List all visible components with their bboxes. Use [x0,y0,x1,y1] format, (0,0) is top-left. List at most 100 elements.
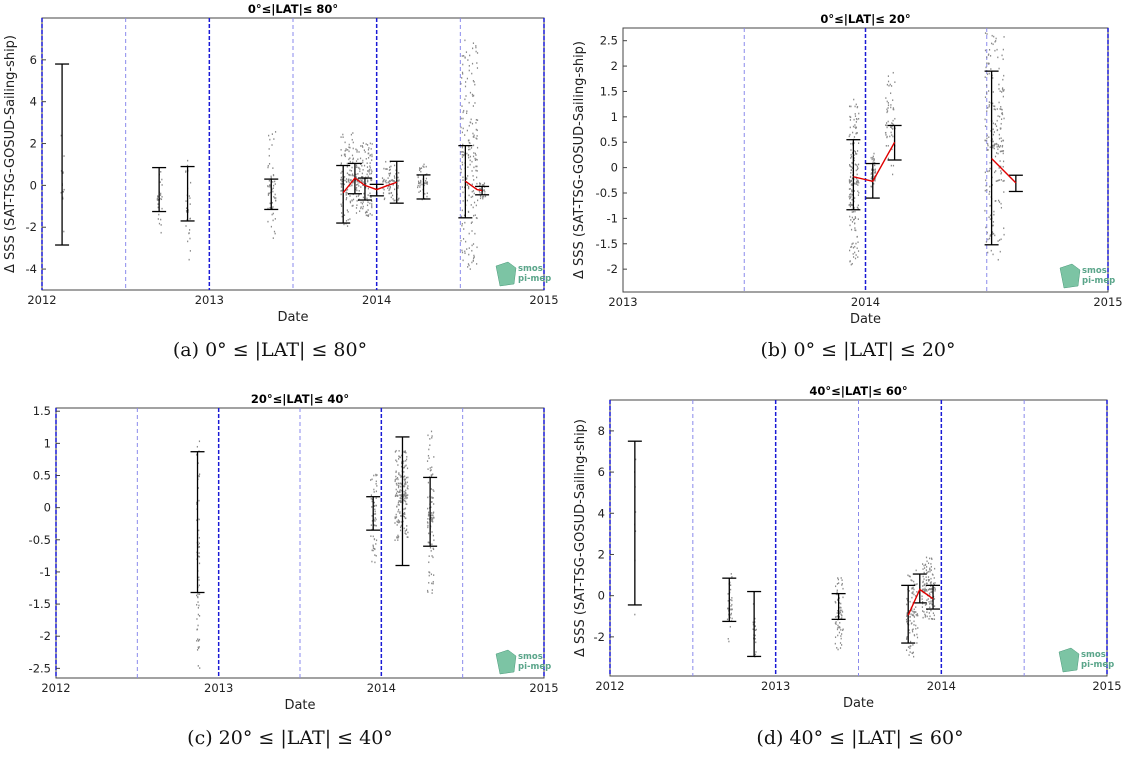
data-point [348,181,350,184]
data-point [351,205,353,207]
data-point [468,247,470,249]
data-point [421,183,423,186]
data-point [343,183,345,186]
data-point [399,529,402,532]
data-point [271,213,273,216]
data-point [394,539,396,542]
data-point [934,588,936,591]
data-point [186,164,189,167]
data-point [912,592,914,595]
data-point [836,593,838,596]
data-point [476,146,479,149]
data-point [160,192,162,195]
data-point [913,620,915,623]
data-point [834,642,836,645]
data-point [476,135,478,137]
data-point [989,234,992,236]
data-point [468,101,470,104]
data-point [906,637,908,640]
data-point [839,621,841,624]
data-point [835,621,837,623]
data-point [461,224,463,227]
data-point [418,191,420,194]
data-point [420,167,423,169]
data-point [467,263,470,265]
data-point [479,195,482,197]
data-point [472,42,475,45]
data-point [157,203,159,205]
y-tick-label: 2.5 [600,34,618,48]
data-point [351,154,354,157]
data-point [469,159,471,162]
data-point [188,229,191,231]
data-point [371,159,373,161]
data-point [198,638,201,641]
y-tick-label: 4 [30,95,37,109]
data-point [922,610,924,612]
data-point [855,169,857,172]
data-point [374,508,376,511]
data-point [872,156,874,159]
data-point [1001,113,1004,116]
data-point [479,191,481,194]
data-point [849,201,852,204]
x-tick-label: 2013 [761,679,790,693]
data-point [993,105,995,107]
data-point [894,81,896,83]
data-point [892,173,894,176]
data-point [397,199,399,201]
data-point [984,125,987,127]
x-tick-label: 2012 [595,679,624,693]
data-point [754,625,756,627]
caption-b: (b) 0° ≤ |LAT| ≤ 20° [760,339,956,361]
data-point [855,152,857,155]
data-point [872,161,874,164]
data-point [346,209,348,211]
data-point [934,567,936,570]
data-point [837,624,839,627]
data-point [909,645,911,648]
data-point [345,148,347,150]
data-point [397,185,399,187]
data-point [431,582,433,585]
data-point [375,504,377,507]
data-point [346,165,348,168]
data-point [471,72,473,75]
data-point [349,179,352,182]
data-point [856,247,858,250]
data-point [350,133,353,136]
data-point [403,508,405,510]
data-point [403,512,406,514]
data-point [1000,178,1002,181]
data-point [395,459,397,462]
chart-title: 0°≤|LAT|≤ 80° [248,2,338,16]
data-point [159,197,161,200]
data-point [857,241,859,244]
data-point [432,548,435,551]
data-point [374,561,376,564]
data-point [482,197,484,200]
data-point [472,135,474,138]
data-point [60,191,62,194]
data-point [1002,58,1004,61]
data-point [198,440,201,443]
data-point [473,94,475,97]
data-point [197,596,199,599]
data-point [396,490,399,493]
data-point [857,208,859,210]
data-point [462,154,465,157]
data-point [473,179,475,181]
data-point [930,581,932,583]
data-point [849,193,851,196]
data-point [729,625,731,628]
logo-text-line1: smos [518,264,543,274]
data-point [383,188,385,191]
data-point [849,205,851,208]
data-point [188,195,190,197]
data-point [911,629,913,631]
data-point [400,501,402,503]
data-point [849,175,852,178]
data-point [474,157,476,160]
data-point [853,136,856,138]
y-tick-label: 0.5 [600,135,618,149]
